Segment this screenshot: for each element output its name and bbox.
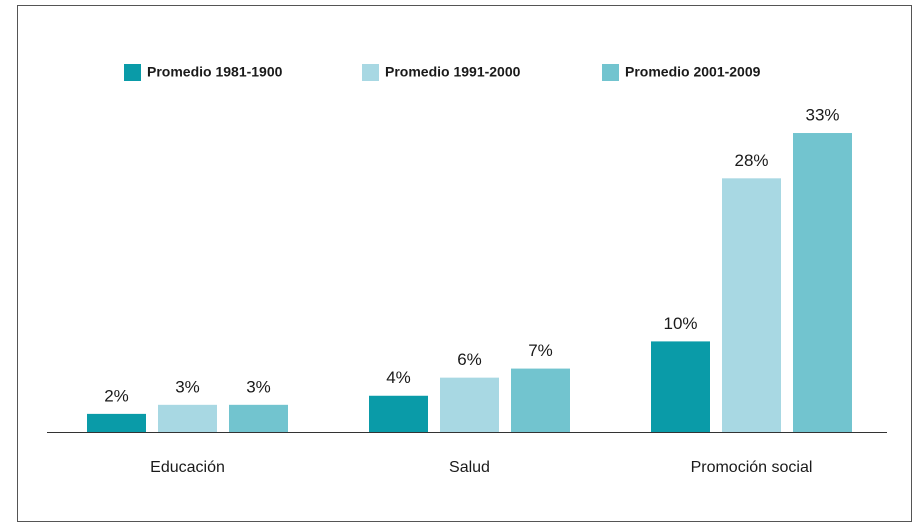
data-label: 4% bbox=[386, 368, 411, 387]
legend-swatch bbox=[602, 64, 619, 81]
legend-swatch bbox=[362, 64, 379, 81]
bar bbox=[440, 377, 499, 432]
bar bbox=[793, 133, 852, 432]
data-label: 2% bbox=[104, 386, 129, 405]
legend-label: Promedio 1981-1900 bbox=[147, 64, 283, 80]
bar bbox=[511, 368, 570, 432]
legend-label: Promedio 1991-2000 bbox=[385, 64, 521, 80]
data-label: 6% bbox=[457, 350, 482, 369]
data-label: 3% bbox=[175, 377, 200, 396]
x-tick-label: Salud bbox=[449, 459, 490, 476]
chart-frame bbox=[17, 5, 912, 522]
legend-label: Promedio 2001-2009 bbox=[625, 64, 761, 80]
bar bbox=[87, 413, 146, 432]
data-label: 10% bbox=[663, 314, 697, 333]
x-tick-label: Educación bbox=[150, 459, 225, 476]
bar bbox=[651, 341, 710, 432]
data-label: 33% bbox=[805, 106, 839, 125]
x-tick-label: Promoción social bbox=[691, 459, 813, 476]
data-label: 7% bbox=[528, 341, 553, 360]
data-label: 3% bbox=[246, 377, 271, 396]
bar bbox=[229, 404, 288, 432]
data-label: 28% bbox=[734, 151, 768, 170]
bar bbox=[722, 178, 781, 432]
legend-swatch bbox=[124, 64, 141, 81]
bar bbox=[158, 404, 217, 432]
bar bbox=[369, 395, 428, 432]
